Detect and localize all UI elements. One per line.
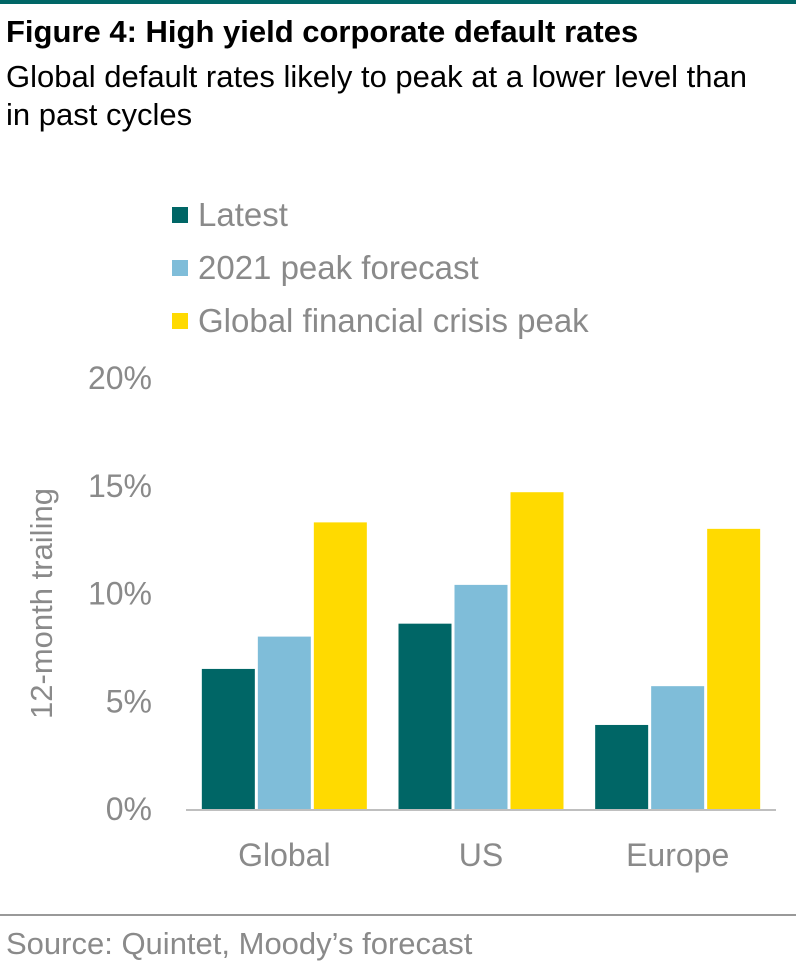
legend-swatch-latest bbox=[172, 206, 188, 223]
legend-label-latest: Latest bbox=[198, 195, 288, 233]
x-tick-label: Europe bbox=[626, 837, 729, 873]
legend-item-gfc-peak: Global financial crisis peak bbox=[172, 294, 589, 347]
legend-item-latest: Latest bbox=[172, 188, 589, 241]
bar-us-peak-forecast bbox=[454, 584, 508, 809]
legend-swatch-peak-forecast bbox=[172, 259, 188, 276]
bars bbox=[201, 492, 761, 809]
bar-europe-gfc-peak bbox=[707, 528, 761, 809]
bar-europe-latest bbox=[595, 724, 649, 809]
bar-europe-peak-forecast bbox=[651, 686, 705, 809]
bottom-rule bbox=[0, 914, 796, 916]
bar-us-latest bbox=[398, 623, 452, 809]
top-accent-rule bbox=[0, 0, 796, 4]
y-axis-label: 12-month trailing bbox=[24, 488, 59, 719]
chart-title: Figure 4: High yield corporate default r… bbox=[6, 14, 639, 49]
bar-global-peak-forecast bbox=[257, 636, 311, 809]
x-axis-tick-labels: Global US Europe bbox=[238, 837, 729, 873]
y-tick-label: 5% bbox=[106, 683, 152, 719]
y-tick-label: 0% bbox=[106, 791, 152, 827]
y-tick-label: 15% bbox=[88, 468, 152, 504]
legend: Latest 2021 peak forecast Global financi… bbox=[172, 188, 589, 347]
y-tick-label: 20% bbox=[88, 360, 152, 396]
bar-global-gfc-peak bbox=[313, 522, 367, 809]
legend-label-gfc-peak: Global financial crisis peak bbox=[198, 301, 589, 339]
source-note: Source: Quintet, Moody’s forecast bbox=[6, 926, 473, 961]
y-tick-label: 10% bbox=[88, 576, 152, 612]
legend-label-peak-forecast: 2021 peak forecast bbox=[198, 248, 479, 286]
bar-us-gfc-peak bbox=[510, 492, 564, 809]
chart-subtitle: Global default rates likely to peak at a… bbox=[6, 59, 747, 132]
x-tick-label: US bbox=[459, 837, 503, 873]
legend-item-peak-forecast: 2021 peak forecast bbox=[172, 241, 589, 294]
legend-swatch-gfc-peak bbox=[172, 312, 188, 329]
y-axis-ticks: 0% 5% 10% 15% 20% bbox=[88, 360, 152, 827]
x-tick-label: Global bbox=[238, 837, 331, 873]
bar-global-latest bbox=[201, 668, 255, 809]
